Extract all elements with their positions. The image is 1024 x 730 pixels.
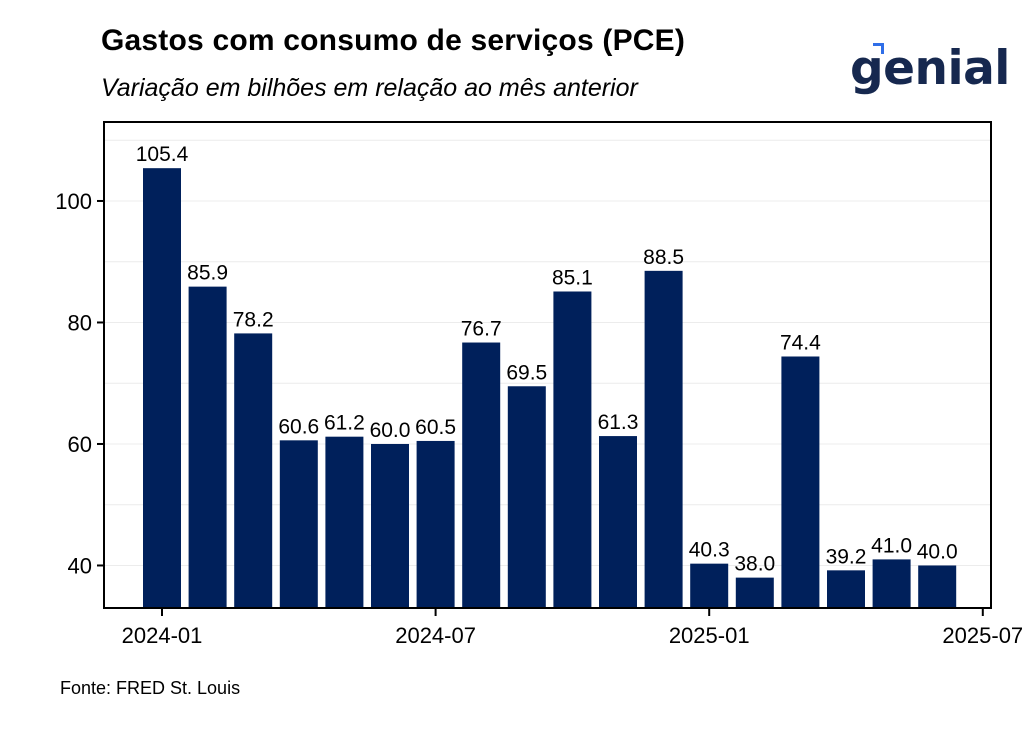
bar-value-label: 60.5 [415,416,456,439]
bar [188,286,227,608]
logo-text: genial [850,41,1010,96]
bar [599,436,637,608]
x-tick-label: 2024-07 [395,623,476,648]
bar [918,565,957,608]
x-tick-label: 2024-01 [122,623,203,648]
bar [143,168,181,609]
source-note: Fonte: FRED St. Louis [60,678,241,698]
chart-subtitle: Variação em bilhões em relação ao mês an… [101,74,638,102]
bar [827,570,865,608]
bar-value-label: 105.4 [136,143,189,166]
bar-value-label: 69.5 [506,361,547,384]
bar-value-label: 78.2 [233,308,274,331]
bar [644,270,683,608]
bar-value-label: 74.4 [780,331,821,354]
y-tick-label: 80 [68,310,92,335]
bar-value-label: 40.3 [689,539,730,562]
bar-value-label: 76.7 [461,318,502,341]
genial-logo: genial [850,34,1010,104]
bar [690,563,729,608]
bar-value-label: 40.0 [917,540,958,563]
bar-value-label: 85.1 [552,266,593,289]
bar [507,386,546,608]
bar [234,333,273,608]
bar-value-label: 60.6 [278,415,319,438]
bar-value-label: 38.0 [734,553,775,576]
bar [462,342,501,608]
bar-value-label: 61.3 [598,411,639,434]
plot-border [103,121,992,609]
y-tick-label: 40 [68,553,92,578]
chart-title: Gastos com consumo de serviços (PCE) [101,24,686,57]
bar [781,356,820,608]
bar-value-label: 61.2 [324,412,365,435]
bar-value-label: 39.2 [826,545,867,568]
bar-value-label: 88.5 [643,246,684,269]
bar [872,559,911,608]
bar [735,577,774,608]
bar-value-label: 41.0 [871,534,912,557]
bar [553,291,592,608]
y-tick-label: 60 [68,432,92,457]
x-tick-label: 2025-01 [669,623,750,648]
bar [416,440,455,608]
bar [279,440,318,608]
bar [325,436,364,608]
bar-value-label: 85.9 [187,262,228,285]
x-tick-label: 2025-07 [942,623,1023,648]
bar-value-label: 60.0 [370,419,411,442]
bar [371,443,409,608]
y-tick-label: 100 [55,189,92,214]
